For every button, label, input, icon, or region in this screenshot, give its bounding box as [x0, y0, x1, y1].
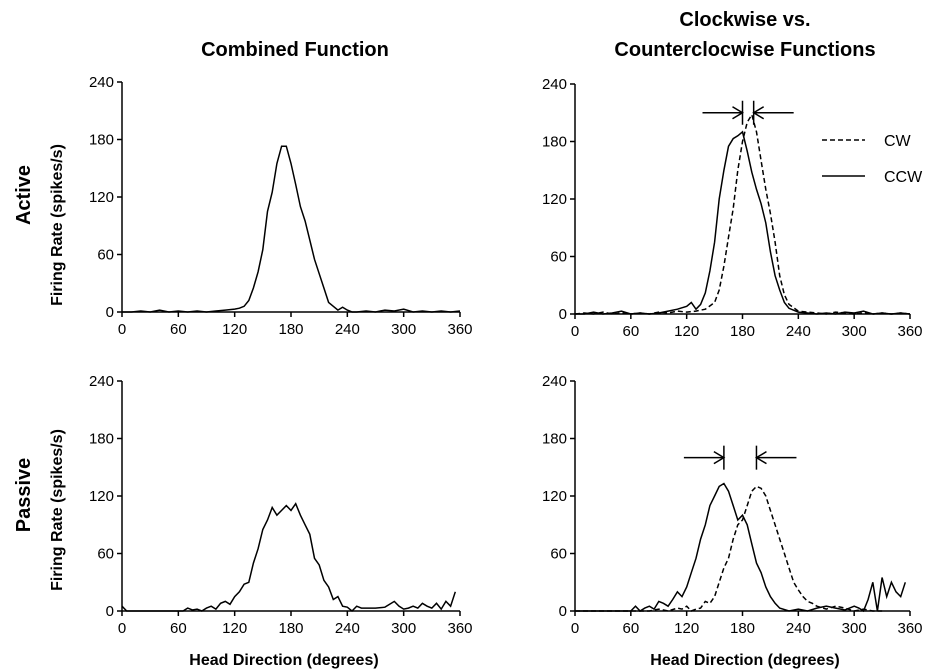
y-tick-label: 180 [542, 431, 567, 448]
y-tick-label: 120 [89, 189, 114, 206]
x-tick-label: 120 [222, 620, 247, 637]
y-tick-label: 180 [89, 132, 114, 149]
x-tick-label: 300 [391, 620, 416, 637]
x-tick-label: 0 [118, 620, 126, 637]
x-tick-label: 300 [391, 321, 416, 338]
arrow-right-head [752, 106, 765, 120]
x-tick-label: 300 [842, 323, 867, 340]
y-tick-label: 120 [89, 488, 114, 505]
title-cw-ccw-line1: Clockwise vs. [679, 9, 810, 31]
x-tick-label: 360 [447, 321, 472, 338]
xlabel-right: Head Direction (degrees) [650, 652, 839, 669]
x-tick-label: 240 [335, 620, 360, 637]
x-tick-label: 60 [170, 620, 187, 637]
x-tick-label: 360 [447, 620, 472, 637]
arrow-right-head [755, 451, 767, 465]
y-tick-label: 60 [550, 249, 567, 266]
x-tick-label: 180 [278, 321, 303, 338]
x-tick-label: 240 [786, 620, 811, 637]
x-tick-label: 360 [897, 323, 922, 340]
y-tick-label: 240 [89, 74, 114, 91]
series-line [121, 502, 457, 613]
panel-passive-combined: 0 60 120 180 240 300 360 0 60 120 180 240 [89, 373, 473, 637]
y-tick-label: 240 [542, 76, 567, 93]
x-tick-label: 60 [170, 321, 187, 338]
x-tick-label: 120 [222, 321, 247, 338]
x-tick-label: 180 [278, 620, 303, 637]
y-tick-label: 60 [97, 247, 114, 264]
series-line [122, 145, 461, 313]
x-tick-label: 180 [730, 323, 755, 340]
legend: CW CCW [822, 133, 923, 186]
ylabel-active: Firing Rate (spikes/s) [49, 144, 66, 306]
arrow-left-head [713, 451, 726, 465]
x-tick-label: 360 [897, 620, 922, 637]
row-label-passive: Passive [13, 458, 35, 533]
x-tick-label: 60 [622, 323, 639, 340]
series-cw-line [574, 112, 911, 315]
title-cw-ccw-line2: Counterclocwise Functions [614, 39, 875, 61]
y-tick-label: 120 [542, 488, 567, 505]
x-tick-label: 240 [786, 323, 811, 340]
y-tick-label: 0 [559, 306, 567, 323]
x-tick-label: 0 [118, 321, 126, 338]
y-tick-label: 240 [542, 373, 567, 390]
series-cw-line [575, 485, 883, 612]
y-tick-label: 180 [542, 134, 567, 151]
x-tick-label: 120 [674, 323, 699, 340]
y-tick-label: 180 [89, 431, 114, 448]
x-tick-label: 60 [622, 620, 639, 637]
series-ccw-line [575, 482, 907, 613]
row-label-active: Active [13, 165, 35, 225]
panel-active-combined: 0 60 120 180 240 300 360 0 60 120 180 240 [89, 74, 473, 338]
y-tick-label: 0 [106, 603, 114, 620]
panel-active-cw-ccw: 0 60 120 180 240 300 360 0 60 120 180 240 [542, 76, 923, 340]
y-tick-label: 240 [89, 373, 114, 390]
y-tick-label: 0 [559, 603, 567, 620]
x-tick-label: 0 [571, 323, 579, 340]
xlabel-left: Head Direction (degrees) [189, 652, 378, 669]
legend-ccw-label: CCW [884, 169, 923, 186]
x-tick-label: 0 [571, 620, 579, 637]
y-tick-label: 60 [97, 546, 114, 563]
x-tick-label: 180 [730, 620, 755, 637]
x-tick-label: 300 [842, 620, 867, 637]
y-tick-label: 60 [550, 546, 567, 563]
panel-passive-cw-ccw: 0 60 120 180 240 300 360 0 60 120 180 240 [542, 373, 923, 637]
series-ccw-line [575, 130, 911, 315]
y-tick-label: 0 [106, 304, 114, 321]
title-combined: Combined Function [201, 39, 389, 61]
legend-cw-label: CW [884, 133, 912, 150]
y-tick-label: 120 [542, 191, 567, 208]
x-tick-label: 240 [335, 321, 360, 338]
arrow-left-head [732, 106, 744, 120]
x-tick-label: 120 [674, 620, 699, 637]
ylabel-passive: Firing Rate (spikes/s) [49, 429, 66, 591]
